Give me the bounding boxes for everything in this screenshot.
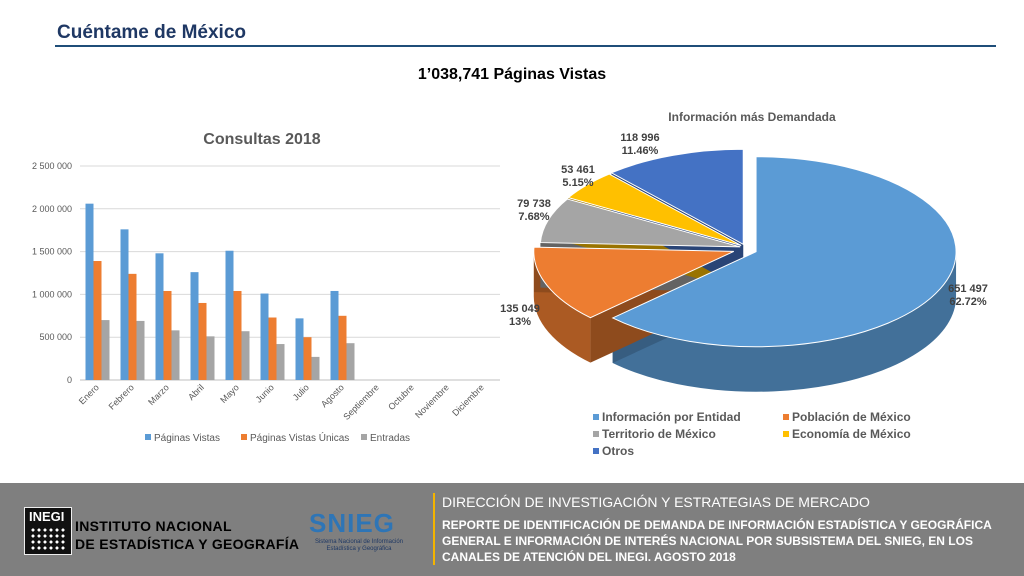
bar	[338, 315, 347, 380]
y-tick-label: 1 000 000	[32, 289, 72, 299]
footer-bar	[0, 483, 1024, 576]
pie-legend-swatch	[593, 448, 599, 454]
pie-percent-label: 5.15%	[562, 177, 593, 189]
y-tick-label: 2 500 000	[32, 161, 72, 171]
legend-swatch	[361, 434, 367, 440]
bar	[311, 356, 320, 380]
pie-value-label: 651 497	[948, 283, 988, 295]
pie-slice	[610, 148, 744, 246]
pie-legend-label: Información por Entidad	[602, 410, 741, 424]
direction-name: DIRECCIÓN DE INVESTIGACIÓN Y ESTRATEGIAS…	[442, 494, 870, 510]
institute-line-1: INSTITUTO NACIONAL	[75, 518, 232, 534]
bar	[233, 290, 242, 380]
bar	[128, 273, 137, 380]
pie-legend-swatch	[783, 414, 789, 420]
bar	[268, 317, 277, 380]
y-tick-label: 2 000 000	[32, 204, 72, 214]
pie-slice	[539, 198, 741, 248]
pie-slice	[567, 173, 742, 246]
snieg-logo: SNIEG Sistema Nacional de Información Es…	[309, 508, 419, 560]
legend-swatch	[241, 434, 247, 440]
bar-chart: Consultas 2018 0 500 000 1 000 000 1 500 00…	[32, 131, 500, 444]
legend-label: Entradas	[370, 433, 410, 444]
x-tick-label: Noviembre	[413, 382, 451, 420]
pie-legend-label: Otros	[602, 444, 634, 458]
x-tick-label: Agosto	[319, 382, 346, 409]
pie-percent-label: 13%	[509, 316, 531, 328]
bar	[136, 320, 145, 380]
x-tick-label: Marzo	[146, 382, 171, 407]
inegi-logo-text: INEGI	[29, 509, 65, 524]
bar	[330, 290, 339, 380]
pie-percent-label: 11.46%	[622, 145, 659, 157]
bar	[85, 203, 94, 380]
bar	[190, 272, 199, 380]
bar	[225, 250, 234, 380]
pie-slice-rim	[612, 251, 957, 392]
inegi-logo: INEGI	[24, 507, 72, 555]
legend-label: Páginas Vistas	[154, 433, 220, 444]
x-tick-label: Julio	[291, 382, 311, 402]
pie-legend-swatch	[783, 431, 789, 437]
bar	[198, 302, 207, 380]
bar	[93, 261, 102, 380]
pie-value-label: 118 996	[620, 132, 659, 144]
bar	[303, 337, 312, 380]
report-description: REPORTE DE IDENTIFICACIÓN DE DEMANDA DE …	[442, 518, 992, 564]
snieg-logo-text: SNIEG	[309, 508, 395, 538]
snieg-subtitle: Sistema Nacional de Información Estadíst…	[314, 539, 404, 552]
bar	[120, 229, 129, 380]
bar	[101, 320, 110, 380]
bar	[163, 290, 172, 380]
pie-legend-label: Territorio de México	[602, 427, 716, 441]
bar	[171, 330, 180, 380]
pie-slice	[611, 156, 957, 348]
total-page-views-headline: 1’038,741 Páginas Vistas	[417, 66, 607, 83]
bar	[241, 331, 250, 380]
institute-line-2: DE ESTADÍSTICA Y GEOGRAFÍA	[75, 536, 300, 552]
x-tick-label: Mayo	[218, 382, 241, 405]
bar-chart-title: Consultas 2018	[203, 131, 320, 148]
x-tick-label: Enero	[77, 382, 101, 406]
bar	[206, 336, 215, 380]
pie-legend-swatch	[593, 414, 599, 420]
y-tick-label: 0	[67, 375, 72, 385]
x-tick-label: Octubre	[386, 382, 416, 412]
pie-value-label: 53 461	[561, 164, 595, 176]
inegi-logo-dots	[30, 527, 66, 551]
x-tick-label: Abril	[186, 382, 206, 402]
legend-swatch	[145, 434, 151, 440]
institute-name: INSTITUTO NACIONAL DE ESTADÍSTICA Y GEOG…	[75, 517, 299, 553]
pie-legend-swatch	[593, 431, 599, 437]
y-tick-label: 500 000	[39, 332, 72, 342]
pie-legend-label: Población de México	[792, 410, 911, 424]
bar	[155, 253, 164, 380]
pie-percent-label: 62.72%	[949, 296, 987, 308]
x-tick-label: Septiembre	[341, 382, 381, 422]
x-tick-label: Febrero	[107, 382, 136, 411]
pie-value-label: 79 738	[517, 198, 551, 210]
bar	[260, 293, 269, 380]
bar	[295, 318, 304, 380]
y-tick-label: 1 500 000	[32, 247, 72, 257]
title-divider	[55, 45, 996, 47]
bar	[276, 344, 285, 380]
footer-divider	[433, 493, 435, 565]
x-tick-label: Junio	[254, 382, 276, 404]
x-tick-label: Diciembre	[450, 382, 486, 418]
pie-percent-label: 7.68%	[518, 211, 549, 223]
legend-label: Páginas Vistas Únicas	[250, 431, 349, 444]
pie-chart-title: Información más Demandada	[668, 110, 836, 124]
pie-slice-rim	[533, 251, 591, 363]
bar	[346, 343, 355, 380]
pie-value-label: 135 049	[500, 303, 540, 315]
page-title: Cuéntame de México	[57, 22, 246, 43]
pie-slice	[533, 246, 734, 319]
pie-legend-label: Economía de México	[792, 427, 911, 441]
